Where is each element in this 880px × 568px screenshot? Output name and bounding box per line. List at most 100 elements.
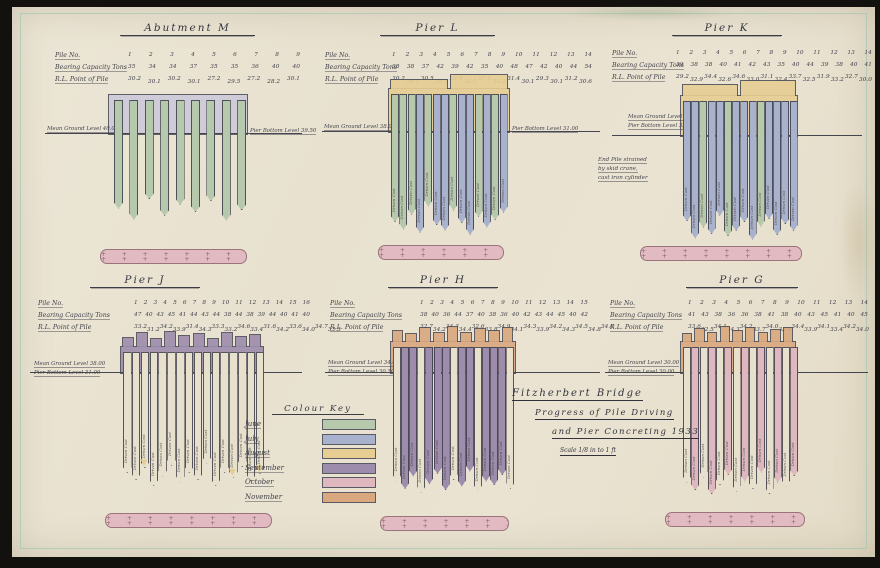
pile-bar: Driven Cast <box>691 347 699 490</box>
pile-bar: Driven Cast <box>716 347 724 485</box>
pile-date-note: Driven Cast <box>749 205 754 230</box>
pile-date-note: Driven Cast <box>425 172 430 197</box>
pile-bar: Driven Cast <box>683 101 691 221</box>
table-value: 28.2 <box>267 79 281 85</box>
pile-date-note: Driven Cast <box>212 452 217 477</box>
table-value: 29.3 <box>535 76 549 82</box>
pile-date-note: Driven Cast <box>400 195 405 220</box>
footing-hatch: + + + + + + + + <box>101 256 247 263</box>
table-value: 12 <box>538 300 547 306</box>
table-value: 36 <box>442 312 451 318</box>
pile-bar: Driven Cast <box>773 101 781 235</box>
pile-bar: Driven Cast <box>757 101 765 227</box>
table-value: 45 <box>860 312 868 318</box>
pile-bar: Driven Cast <box>466 94 474 235</box>
table-value: 45 <box>557 312 566 318</box>
pile-date-note: Driven Cast <box>467 200 472 225</box>
pier-g-cap-lift <box>681 332 693 342</box>
abutment-m-ground-level-label: Mean Ground Level 40.00 <box>47 126 119 133</box>
pier-j-title: Pier J <box>90 274 200 288</box>
pier-h-cap-lift <box>432 331 445 342</box>
pier-g-row-values: 41 43 38 36 36 38 41 38 40 43 45 41 40 45 <box>688 312 868 318</box>
table-value: 4 <box>716 50 720 56</box>
table-value: 33.9 <box>536 327 550 333</box>
table-value: 33.7 <box>752 327 766 333</box>
table-value: 37 <box>189 64 198 70</box>
pier-h-row-label: R.L. Point of Pile <box>330 324 384 332</box>
table-value: 38 <box>392 64 400 70</box>
table-value: 31.2 <box>146 327 160 333</box>
table-value: 40 <box>495 64 504 70</box>
table-value: 34 <box>148 64 156 70</box>
table-value: 43 <box>763 62 771 68</box>
table-value: 40 <box>302 312 310 318</box>
pier-l-row-values: 38 38 37 42 39 42 35 40 48 47 42 40 44 54 <box>392 64 592 70</box>
pile-bar: Driven Cast <box>733 347 741 492</box>
key-label-september: September <box>245 463 284 473</box>
pile-date-note: Driven Cast <box>475 457 479 482</box>
table-value: 44 <box>212 312 221 318</box>
table-value: 30.1 <box>550 79 564 85</box>
table-value: 40 <box>271 64 280 70</box>
pier-h-pier-footing: + + + + + + + ++ + + + + + + <box>380 516 509 531</box>
table-value: 41 <box>767 312 775 318</box>
pile-date-note: Driven Cast <box>783 452 787 477</box>
pile-date-note: Driven Cast <box>700 443 705 468</box>
pile-bar: Driven Cast <box>391 94 399 222</box>
table-value: 38 <box>714 312 722 318</box>
table-value: 38 <box>246 312 254 318</box>
pile-date-note: Driven Cast <box>708 200 713 225</box>
pier-j-cap-lift <box>192 332 205 347</box>
table-value: 34.0 <box>765 324 779 330</box>
pile-date-note: Driven Cast <box>507 455 512 479</box>
pile-bar: Driven Cast <box>441 94 449 231</box>
pier-h-bottom-level-label: Pier Bottom Level 30.50 <box>328 369 395 376</box>
table-value: 34.2 <box>843 324 856 330</box>
table-value: 47 <box>525 64 533 70</box>
table-value: 9 <box>212 300 216 306</box>
pile-date-note: Driven Cast <box>733 457 738 482</box>
table-value: 30.1 <box>287 76 300 82</box>
pile-date-note: Driven Cast <box>782 190 787 215</box>
pile-date-note: Driven Cast <box>757 192 762 217</box>
table-value: 38 <box>223 312 232 318</box>
pile-bar: Driven Cast <box>399 94 407 230</box>
pile-bar <box>145 100 154 199</box>
pile-bar: Driven Cast <box>434 347 442 474</box>
table-value: 36 <box>741 312 749 318</box>
pile-bar: Driven Cast <box>699 101 707 228</box>
pile-bar: Driven Cast <box>176 352 185 483</box>
table-value: 10 <box>515 52 523 58</box>
table-value: 38 <box>705 62 713 68</box>
table-value: 34.2 <box>549 324 563 330</box>
pile-date-note: Driven Cast <box>185 439 190 464</box>
table-value: 48 <box>510 64 518 70</box>
pile-bar: Driven Cast <box>790 347 798 476</box>
pier-j-cap-lift <box>121 336 134 347</box>
pile-date-note: Driven Cast <box>408 180 413 205</box>
table-value: 38 <box>488 312 497 318</box>
abutment-m-row-values: 1 2 3 4 5 6 7 8 9 <box>128 52 300 58</box>
pier-j-cap-lift <box>149 337 163 347</box>
pile-bar: Driven Cast <box>220 352 229 473</box>
pile-bar: Driven Cast <box>749 347 757 489</box>
table-value: 14 <box>860 300 868 306</box>
paper-stain <box>838 180 878 300</box>
table-value: 42 <box>466 64 474 70</box>
pile-bar: Driven Cast <box>483 94 491 228</box>
table-value: 6 <box>470 300 475 306</box>
footing-hatch: + + + + + + + + + <box>666 514 804 521</box>
table-value: 10 <box>221 300 230 306</box>
table-value: 40 <box>477 312 485 318</box>
abutment-m-row-label: Pile No. <box>55 52 81 60</box>
pile-bar <box>206 100 215 201</box>
pile-date-note: Driven Cast <box>132 446 137 471</box>
table-value: 30.1 <box>187 79 201 85</box>
pile-bar: Driven Cast <box>774 347 782 483</box>
key-swatch-october <box>322 477 376 488</box>
pile-bar: Driven Cast <box>238 352 247 467</box>
table-value: 9 <box>296 52 300 58</box>
table-value: 47 <box>134 312 142 318</box>
table-value: 33.9 <box>804 327 818 333</box>
table-value: 3 <box>419 52 424 58</box>
